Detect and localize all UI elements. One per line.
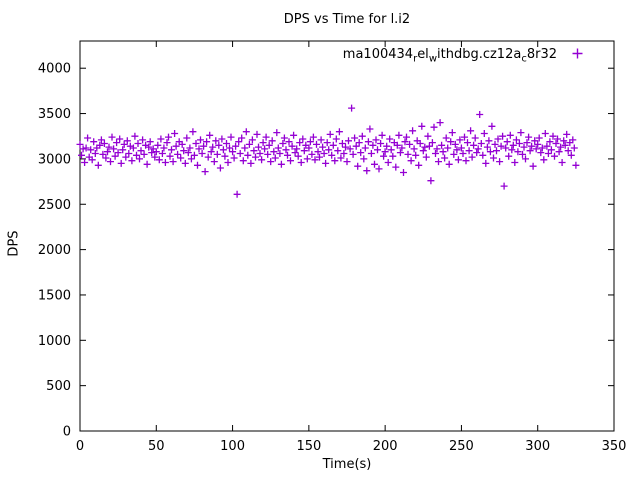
- x-tick-label: 150: [296, 439, 321, 454]
- legend-label-segment: c: [521, 53, 527, 65]
- x-tick-label: 250: [449, 439, 474, 454]
- x-tick-label: 50: [148, 439, 165, 454]
- y-tick-label: 1000: [38, 334, 71, 349]
- legend-label-segment: w: [428, 53, 437, 65]
- legend: ma100434relwithdbg.cz12ac8r32: [343, 47, 584, 65]
- scatter-points: [76, 104, 580, 198]
- y-tick-label: 4000: [38, 62, 71, 77]
- y-tick-label: 500: [46, 379, 71, 394]
- chart-title: DPS vs Time for l.i2: [283, 12, 411, 27]
- y-tick-label: 3500: [38, 107, 71, 122]
- legend-label-segment: 8r32: [526, 47, 557, 62]
- legend-label-segment: r: [413, 53, 418, 65]
- legend-marker-icon: [571, 47, 584, 64]
- y-tick-label: 3000: [38, 152, 71, 167]
- legend-label-segment: ma100434: [342, 47, 414, 62]
- legend-label: ma100434relwithdbg.cz12ac8r32: [343, 47, 557, 65]
- legend-label-segment: ithdbg.cz12a: [437, 47, 522, 62]
- y-tick-label: 2500: [38, 198, 71, 213]
- legend-label-segment: el: [417, 47, 429, 62]
- x-tick-label: 300: [525, 439, 550, 454]
- x-tick-label: 0: [76, 439, 84, 454]
- x-tick-label: 350: [602, 439, 627, 454]
- y-tick-label: 1500: [38, 288, 71, 303]
- y-axis-label: DPS: [6, 230, 22, 257]
- y-tick-label: 2000: [38, 243, 71, 258]
- x-tick-label: 100: [220, 439, 245, 454]
- y-tick-label: 0: [63, 425, 71, 440]
- x-axis-label: Time(s): [322, 457, 372, 472]
- plot-border: [79, 40, 615, 432]
- x-tick-label: 200: [373, 439, 398, 454]
